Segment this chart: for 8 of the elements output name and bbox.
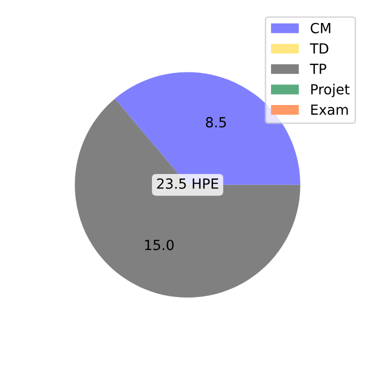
data-label: 15.0 — [145, 240, 174, 250]
legend-label: TD — [310, 43, 328, 54]
data-label: 8.5 — [206, 117, 226, 128]
legend-label: Exam — [311, 104, 348, 115]
legend-label: TP — [310, 64, 326, 74]
text: 23.5 HPE — [157, 178, 218, 189]
legend-label: Projet — [311, 84, 350, 98]
legend-label: CM — [310, 22, 330, 34]
